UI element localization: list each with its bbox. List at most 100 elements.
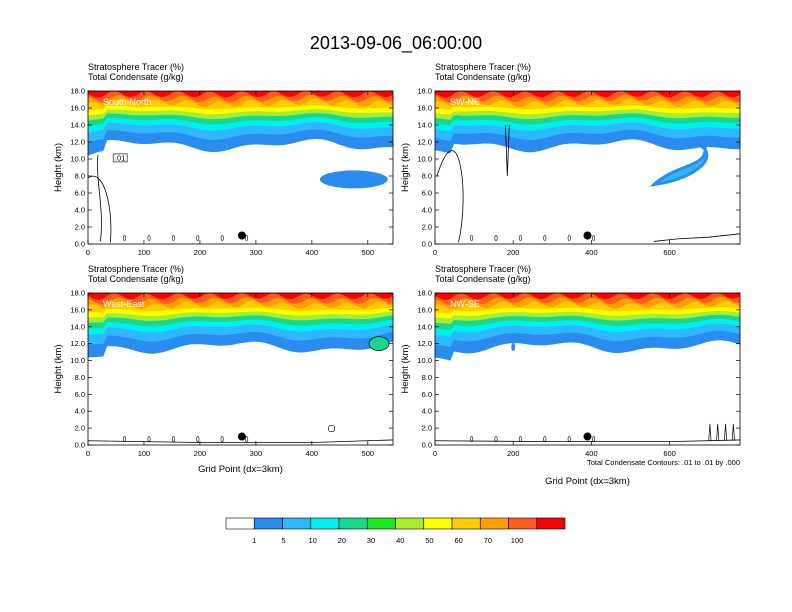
panel-south-north: South-North .01 Stratosphere Tracer (%)Tot… bbox=[53, 62, 394, 257]
y-tick-label: 10.0 bbox=[417, 155, 432, 164]
tracer-fold bbox=[649, 139, 709, 187]
tracer-band bbox=[88, 91, 393, 98]
y-tick-label: 0.0 bbox=[422, 240, 432, 249]
condensate-contour bbox=[88, 439, 393, 443]
condensate-contour bbox=[368, 336, 390, 352]
condensate-contour bbox=[97, 154, 102, 242]
tracer-band bbox=[88, 293, 393, 300]
condensate-contour bbox=[504, 124, 510, 177]
y-tick-label: 18.0 bbox=[417, 87, 432, 96]
y-tick-label: 18.0 bbox=[70, 87, 85, 96]
plot-frame bbox=[434, 90, 741, 245]
y-tick-label: 12.0 bbox=[70, 138, 85, 147]
x-tick-label: 400 bbox=[306, 248, 319, 257]
y-axis-label: Height (km) bbox=[53, 344, 64, 393]
condensate-contour bbox=[436, 150, 464, 243]
colorbar-label: 50 bbox=[425, 536, 433, 545]
location-marker bbox=[583, 432, 592, 441]
condensate-contour bbox=[724, 423, 728, 441]
condensate-contour bbox=[123, 436, 127, 442]
contour-label-box bbox=[112, 153, 128, 163]
x-axis-label: Grid Point (dx=3km) bbox=[545, 476, 630, 487]
tracer-band bbox=[435, 293, 740, 300]
colorbar-label: 1 bbox=[252, 536, 256, 545]
condensate-contour bbox=[494, 436, 498, 442]
panel-subtitle: Stratosphere Tracer (%) bbox=[88, 62, 184, 72]
x-tick-label: 0 bbox=[86, 449, 90, 458]
condensate-contour bbox=[653, 233, 740, 242]
y-tick-label: 12.0 bbox=[417, 138, 432, 147]
y-tick-label: 0.0 bbox=[422, 441, 432, 450]
plot-area bbox=[435, 91, 740, 243]
condensate-contour bbox=[567, 436, 571, 442]
y-tick-label: 8.0 bbox=[75, 172, 85, 181]
y-tick-label: 6.0 bbox=[75, 189, 85, 198]
tracer-band bbox=[435, 91, 740, 98]
colorbar-swatch bbox=[338, 517, 368, 530]
y-tick-label: 2.0 bbox=[75, 424, 85, 433]
y-tick-label: 2.0 bbox=[422, 424, 432, 433]
y-tick-label: 14.0 bbox=[70, 322, 85, 331]
figure-title: 2013-09-06_06:00:00 bbox=[310, 33, 482, 54]
colorbar: 1 5 10 20 30 40 50 60 70 100 bbox=[225, 517, 566, 545]
x-tick-label: 500 bbox=[362, 449, 375, 458]
condensate-contour bbox=[88, 175, 112, 243]
x-tick-label: 600 bbox=[663, 248, 676, 257]
x-tick-label: 400 bbox=[585, 449, 598, 458]
y-tick-label: 16.0 bbox=[70, 104, 85, 113]
y-axis-label: Height (km) bbox=[400, 344, 411, 393]
colorbar-label: 70 bbox=[484, 536, 492, 545]
tracer-blob bbox=[511, 343, 516, 352]
x-tick-label: 200 bbox=[194, 449, 207, 458]
x-tick-label: 300 bbox=[250, 248, 263, 257]
condensate-contour bbox=[171, 436, 175, 442]
x-tick-label: 400 bbox=[306, 449, 319, 458]
location-marker bbox=[583, 231, 592, 240]
x-tick-label: 200 bbox=[507, 248, 520, 257]
x-tick-label: 200 bbox=[194, 248, 207, 257]
colorbar-swatch bbox=[395, 517, 425, 530]
y-tick-label: 8.0 bbox=[422, 172, 432, 181]
location-marker bbox=[237, 432, 246, 441]
condensate-contour bbox=[220, 235, 224, 241]
colorbar-label: 100 bbox=[511, 536, 524, 545]
x-tick-label: 100 bbox=[138, 248, 151, 257]
contour-label: .01 bbox=[115, 153, 125, 162]
panel-label: NW-SE bbox=[450, 299, 480, 309]
x-tick-label: 500 bbox=[362, 248, 375, 257]
y-tick-label: 4.0 bbox=[75, 206, 85, 215]
colorbar-label: 5 bbox=[281, 536, 285, 545]
condensate-contour bbox=[171, 235, 175, 241]
panel-label: West-East bbox=[103, 299, 145, 309]
condensate-contour bbox=[196, 235, 200, 241]
colorbar-swatch bbox=[310, 517, 340, 530]
y-tick-label: 8.0 bbox=[75, 373, 85, 382]
x-tick-label: 600 bbox=[663, 449, 676, 458]
location-marker bbox=[237, 231, 246, 240]
colorbar-swatch bbox=[508, 517, 538, 530]
condensate-contour bbox=[220, 436, 224, 442]
condensate-contour bbox=[494, 235, 498, 241]
panel-west-east: West-East Stratosphere Tracer (%)Total Co… bbox=[53, 264, 394, 475]
y-tick-label: 14.0 bbox=[417, 121, 432, 130]
plot-frame bbox=[434, 292, 741, 446]
panel-subtitle: Stratosphere Tracer (%) bbox=[435, 62, 531, 72]
y-tick-label: 12.0 bbox=[70, 339, 85, 348]
condensate-contour bbox=[245, 235, 249, 241]
x-tick-label: 0 bbox=[86, 248, 90, 257]
condensate-contour bbox=[731, 423, 735, 441]
colorbar-label: 20 bbox=[338, 536, 346, 545]
condensate-contour bbox=[147, 235, 151, 241]
panel-sw-ne: SW-NE Stratosphere Tracer (%)Total Conden… bbox=[400, 62, 741, 257]
panel-subtitle: Stratosphere Tracer (%) bbox=[435, 264, 531, 274]
colorbar-swatch bbox=[479, 517, 509, 530]
y-tick-label: 10.0 bbox=[70, 155, 85, 164]
y-tick-label: 12.0 bbox=[417, 339, 432, 348]
y-tick-label: 6.0 bbox=[422, 390, 432, 399]
y-tick-label: 16.0 bbox=[417, 104, 432, 113]
y-tick-label: 10.0 bbox=[70, 356, 85, 365]
y-tick-label: 18.0 bbox=[417, 289, 432, 298]
